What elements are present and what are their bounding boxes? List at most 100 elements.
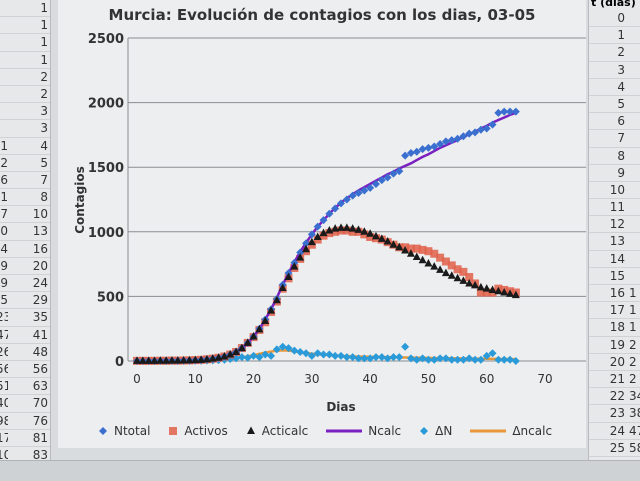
cell-partial[interactable]: 23: [0, 310, 8, 325]
sheet-row[interactable]: 1: [589, 27, 640, 45]
cell-partial[interactable]: 7: [0, 207, 8, 222]
cell-partial[interactable]: 58: [629, 440, 640, 455]
cell-t[interactable]: 9: [617, 165, 625, 180]
horizontal-scrollbar[interactable]: [0, 460, 640, 481]
cell-partial[interactable]: 0: [0, 224, 8, 239]
cell[interactable]: 1: [40, 1, 48, 15]
sheet-row[interactable]: 7: [589, 130, 640, 148]
cell-partial[interactable]: 1: [629, 320, 637, 335]
cell[interactable]: 4: [40, 138, 48, 153]
cell-t[interactable]: 12: [609, 217, 625, 232]
cell-partial[interactable]: 47: [629, 423, 640, 438]
cell-partial[interactable]: 51: [0, 379, 8, 394]
sheet-row[interactable]: 11: [589, 199, 640, 217]
cell[interactable]: 24: [32, 276, 48, 290]
sheet-row[interactable]: 23 35: [0, 309, 50, 327]
sheet-row[interactable]: 22 34: [589, 388, 640, 406]
cell[interactable]: 7: [40, 172, 48, 187]
cell-t[interactable]: 14: [609, 251, 625, 266]
sheet-row[interactable]: 0 13: [0, 223, 50, 241]
cell[interactable]: 76: [32, 413, 48, 428]
cell-partial[interactable]: 26: [0, 344, 8, 359]
sheet-row[interactable]: 3: [589, 62, 640, 79]
cell-partial[interactable]: 2: [0, 155, 8, 170]
cell-t[interactable]: 4: [617, 79, 625, 94]
cell-t[interactable]: 7: [617, 131, 625, 146]
cell[interactable]: 1: [40, 35, 48, 50]
cell-t[interactable]: 3: [617, 62, 625, 77]
cell-partial[interactable]: 1: [629, 303, 637, 318]
sheet-row[interactable]: 19 2: [589, 337, 640, 354]
cell[interactable]: 13: [32, 224, 48, 239]
cell-t[interactable]: 20: [609, 354, 625, 369]
sheet-row[interactable]: 13: [589, 233, 640, 251]
sheet-row[interactable]: 6: [589, 113, 640, 131]
cell-partial[interactable]: 10: [0, 447, 8, 462]
sheet-row[interactable]: 9: [589, 165, 640, 182]
cell-t[interactable]: 11: [609, 200, 625, 215]
cell-partial[interactable]: 17: [0, 430, 8, 445]
cell-partial[interactable]: 2: [629, 354, 637, 369]
sheet-row[interactable]: 23 38: [589, 405, 640, 423]
cell-t[interactable]: 17: [609, 303, 625, 318]
cell-t[interactable]: 8: [617, 148, 625, 163]
cell-partial[interactable]: 5: [0, 293, 8, 308]
sheet-row[interactable]: 1: [0, 17, 50, 35]
cell[interactable]: 1: [40, 52, 48, 67]
sheet-row[interactable]: 17 1: [589, 302, 640, 320]
sheet-row[interactable]: 98 76: [0, 413, 50, 430]
column-header-t-dias[interactable]: t (dias): [591, 0, 636, 9]
cell[interactable]: 29: [32, 293, 48, 308]
sheet-row[interactable]: 18 1: [589, 319, 640, 337]
sheet-row[interactable]: 15: [589, 268, 640, 285]
cell[interactable]: 63: [32, 379, 48, 394]
sheet-row[interactable]: 12: [589, 216, 640, 234]
cell-partial[interactable]: 2: [629, 337, 637, 352]
cell-partial[interactable]: 34: [629, 389, 640, 404]
sheet-row[interactable]: 1: [0, 52, 50, 69]
cell[interactable]: 10: [32, 207, 48, 222]
sheet-row[interactable]: 2: [0, 69, 50, 86]
cell-t[interactable]: 13: [609, 234, 625, 249]
sheet-row[interactable]: 7 10: [0, 206, 50, 224]
sheet-row[interactable]: 47 41: [0, 327, 50, 344]
sheet-row[interactable]: 14: [589, 251, 640, 268]
cell-partial[interactable]: 4: [0, 241, 8, 256]
sheet-row[interactable]: 3: [0, 103, 50, 121]
chart[interactable]: Murcia: Evolución de contagios con los d…: [58, 0, 586, 448]
sheet-row[interactable]: 1781: [0, 430, 50, 447]
cell-t[interactable]: 2: [617, 45, 625, 60]
sheet-row[interactable]: 0: [589, 10, 640, 28]
cell-t[interactable]: 5: [617, 96, 625, 111]
sheet-row[interactable]: 20 2: [589, 354, 640, 371]
cell-t[interactable]: 24: [609, 423, 625, 438]
cell[interactable]: 35: [32, 310, 48, 325]
cell-partial[interactable]: 1: [629, 286, 637, 300]
cell-t[interactable]: 6: [617, 114, 625, 129]
cell-t[interactable]: 25: [609, 440, 625, 455]
cell[interactable]: 1: [40, 18, 48, 33]
cell[interactable]: 2: [40, 86, 48, 101]
cell-t[interactable]: 10: [609, 182, 625, 197]
cell-partial[interactable]: 9: [0, 258, 8, 273]
cell-t[interactable]: 23: [609, 406, 625, 421]
sheet-row[interactable]: 2: [0, 86, 50, 104]
cell-partial[interactable]: 38: [629, 406, 640, 421]
cell-partial[interactable]: 6: [0, 172, 8, 187]
cell-partial[interactable]: 1: [0, 190, 8, 205]
sheet-row[interactable]: 10: [589, 182, 640, 200]
cell-t[interactable]: 1: [617, 28, 625, 43]
sheet-row[interactable]: 24 47: [589, 423, 640, 440]
cell-t[interactable]: 19: [609, 337, 625, 352]
cell[interactable]: 2: [40, 69, 48, 84]
cell-partial[interactable]: 9: [0, 276, 8, 290]
sheet-row[interactable]: 3: [0, 120, 50, 138]
cell[interactable]: 48: [32, 344, 48, 359]
cell[interactable]: 8: [40, 190, 48, 205]
cell-t[interactable]: 18: [609, 320, 625, 335]
sheet-row[interactable]: 1: [0, 34, 50, 52]
cell-t[interactable]: 22: [609, 389, 625, 404]
